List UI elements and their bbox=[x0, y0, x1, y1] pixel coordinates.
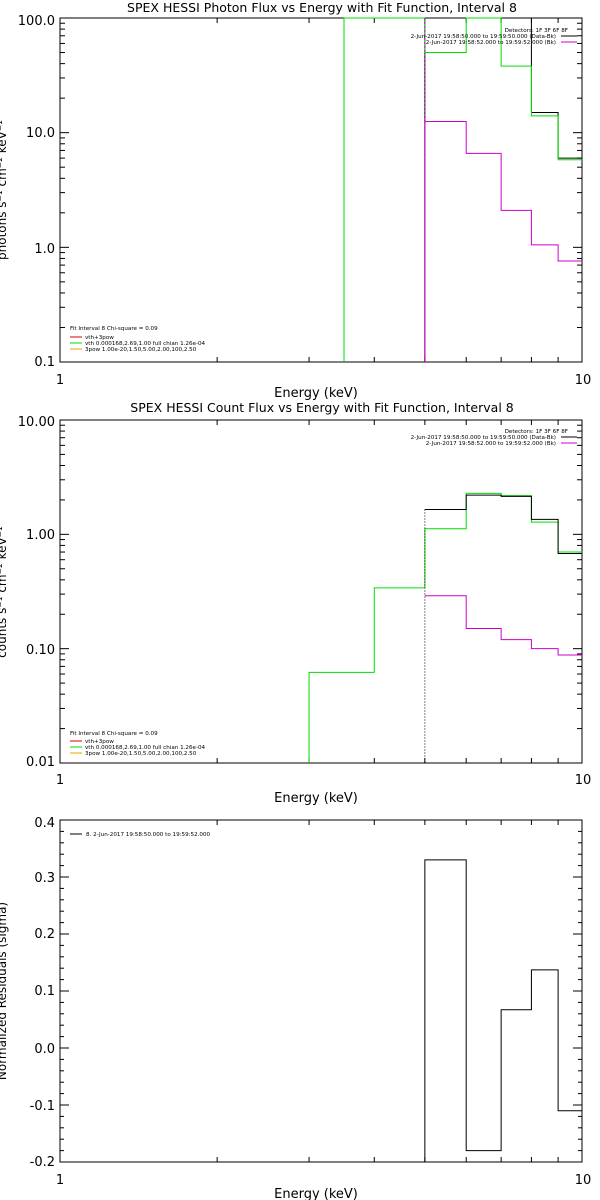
photon-model-series bbox=[343, 17, 582, 362]
photon-legend-data-interval: 2-Jun-2017 19:58:50.000 to 19:59:50.000 … bbox=[411, 34, 556, 40]
count-y-axis-label: counts s⁻¹ cm⁻² keV⁻¹ bbox=[0, 526, 9, 658]
count-legend-fit-line: Fit Interval 8 Chi-square = 0.09 bbox=[70, 731, 158, 737]
count-legend-3pow: 3pow 1.00e-20,1.50,5.00,2.00,100,2.50 bbox=[85, 751, 197, 757]
photon-series-group bbox=[343, 17, 582, 362]
photon-legend-fit-line: Fit Interval 8 Chi-square = 0.09 bbox=[70, 326, 158, 332]
photon-ytick-label: 100.0 bbox=[18, 14, 55, 29]
photon-legend-3pow: 3pow 1.00e-20,1.50,5.00,2.00,100,2.50 bbox=[85, 347, 197, 353]
photon-legend-model: vth+3pow bbox=[85, 335, 114, 341]
residuals-xtick-label: 10 bbox=[575, 1173, 592, 1188]
photon-legend-detectors: Detectors: 1F 3F 6F 8F bbox=[505, 28, 568, 34]
photon-tick-marks bbox=[60, 17, 582, 363]
residuals-tick-marks bbox=[60, 819, 582, 1163]
count-xtick-label: 10 bbox=[575, 773, 592, 788]
photon-data-minus-bk-series bbox=[424, 17, 582, 362]
residuals-xtick-label: 1 bbox=[56, 1173, 64, 1188]
count-plot-frame bbox=[59, 419, 583, 764]
count-ytick-label: 0.01 bbox=[26, 755, 55, 770]
residuals-panel: 0.4 0.3 0.2 0.1 0.0 -0.1 -0.2 1 10 Energ… bbox=[0, 816, 591, 1200]
photon-legend-bk-interval: 2-Jun-2017 19:58:52.000 to 19:59:52.000 … bbox=[426, 40, 556, 46]
count-legend-bottom-left: Fit Interval 8 Chi-square = 0.09 vth+3po… bbox=[70, 731, 206, 757]
residuals-ytick-label: 0.2 bbox=[34, 927, 55, 942]
residuals-ytick-label: 0.1 bbox=[34, 984, 55, 999]
residuals-ytick-label: 0.4 bbox=[34, 816, 55, 831]
residuals-series bbox=[424, 859, 582, 1162]
count-data-minus-bk-series bbox=[424, 494, 582, 554]
count-panel-title: SPEX HESSI Count Flux vs Energy with Fit… bbox=[130, 400, 513, 415]
count-series-group bbox=[308, 492, 582, 763]
count-legend-data-interval: 2-Jun-2017 19:58:50.000 to 19:59:50.000 … bbox=[411, 435, 556, 441]
count-legend-vth: vth 0.000168,2.69,1.00 full chian 1.26e-… bbox=[85, 745, 206, 751]
residuals-ytick-label: 0.0 bbox=[34, 1042, 55, 1057]
count-bk-series bbox=[424, 595, 582, 656]
count-legend-top-right: Detectors: 1F 3F 6F 8F 2-Jun-2017 19:58:… bbox=[411, 429, 577, 447]
photon-ytick-label: 10.0 bbox=[26, 126, 55, 141]
photon-y-axis-label: photons s⁻¹ cm⁻² keV⁻¹ bbox=[0, 120, 9, 260]
count-legend-detectors: Detectors: 1F 3F 6F 8F bbox=[505, 429, 568, 435]
photon-xtick-label: 10 bbox=[575, 373, 592, 388]
residuals-ytick-label: 0.3 bbox=[34, 871, 55, 886]
residuals-x-axis-label: Energy (keV) bbox=[274, 1187, 358, 1200]
photon-bk-series bbox=[424, 121, 582, 362]
residuals-ytick-label: -0.1 bbox=[30, 1099, 55, 1114]
count-ytick-label: 0.10 bbox=[26, 643, 55, 658]
count-xtick-label: 1 bbox=[56, 773, 64, 788]
count-tick-marks bbox=[60, 419, 582, 764]
residuals-plot-frame bbox=[59, 819, 583, 1163]
count-flux-panel: SPEX HESSI Count Flux vs Energy with Fit… bbox=[0, 400, 591, 806]
count-x-axis-label: Energy (keV) bbox=[274, 791, 358, 806]
photon-xtick-label: 1 bbox=[56, 373, 64, 388]
count-legend-model: vth+3pow bbox=[85, 739, 114, 745]
photon-legend-bottom-left: Fit Interval 8 Chi-square = 0.09 vth+3po… bbox=[70, 326, 206, 353]
count-ytick-label: 10.00 bbox=[18, 415, 55, 430]
photon-x-axis-label: Energy (keV) bbox=[274, 386, 358, 401]
residuals-ytick-label: -0.2 bbox=[30, 1155, 55, 1170]
photon-legend-vth: vth 0.000168,2.69,1.00 full chian 1.26e-… bbox=[85, 341, 206, 347]
photon-plot-frame bbox=[59, 17, 583, 363]
photon-ytick-label: 0.1 bbox=[34, 355, 55, 370]
count-model-series bbox=[308, 492, 582, 763]
photon-flux-panel: SPEX HESSI Photon Flux vs Energy with Fi… bbox=[0, 0, 591, 401]
residuals-legend-label: 8. 2-Jun-2017 19:58:50.000 to 19:59:52.0… bbox=[86, 832, 211, 838]
photon-panel-title: SPEX HESSI Photon Flux vs Energy with Fi… bbox=[127, 0, 517, 15]
residuals-y-axis-label: Normalized Residuals (sigma) bbox=[0, 902, 9, 1080]
residuals-series-group bbox=[424, 859, 582, 1162]
photon-legend-top-right: Detectors: 1F 3F 6F 8F 2-Jun-2017 19:58:… bbox=[411, 28, 577, 46]
count-ytick-label: 1.00 bbox=[26, 528, 55, 543]
photon-ytick-label: 1.0 bbox=[34, 242, 55, 257]
count-legend-bk-interval: 2-Jun-2017 19:58:52.000 to 19:59:52.000 … bbox=[426, 441, 556, 447]
